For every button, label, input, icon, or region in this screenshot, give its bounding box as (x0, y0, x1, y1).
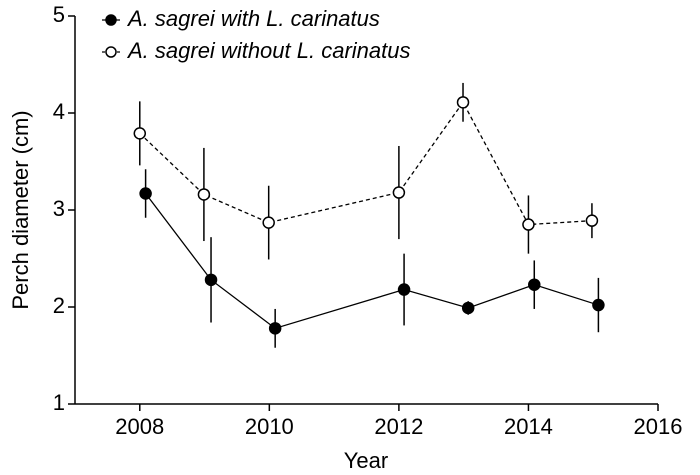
x-tick-label: 2012 (374, 414, 423, 439)
y-tick-label: 3 (53, 196, 65, 221)
point (585, 214, 599, 227)
point (592, 298, 605, 312)
point (197, 188, 211, 201)
y-tick-label: 4 (53, 99, 65, 124)
point (133, 127, 147, 140)
legend-label: A. sagrei with L. carinatus (126, 6, 380, 31)
point (397, 283, 411, 296)
legend-label: A. sagrei without L. carinatus (126, 38, 410, 63)
legend-marker (105, 14, 117, 26)
y-tick-label: 2 (53, 293, 65, 318)
point (204, 273, 218, 287)
y-tick-label: 5 (53, 2, 65, 27)
point (461, 301, 475, 315)
legend-marker (105, 46, 117, 58)
x-tick-label: 2014 (504, 414, 553, 439)
x-tick-label: 2010 (245, 414, 294, 439)
point (456, 96, 470, 109)
point (139, 187, 152, 200)
y-axis-label: Perch diameter (cm) (8, 110, 33, 309)
point (522, 218, 535, 231)
series-line (139, 101, 592, 226)
point (262, 216, 275, 229)
x-tick-label: 2016 (634, 414, 683, 439)
series-line (145, 193, 599, 330)
y-tick-label: 1 (53, 390, 65, 415)
point (392, 186, 406, 199)
point (268, 322, 282, 335)
x-tick-label: 2008 (115, 414, 164, 439)
point (528, 278, 541, 291)
x-axis-label: Year (344, 448, 388, 473)
